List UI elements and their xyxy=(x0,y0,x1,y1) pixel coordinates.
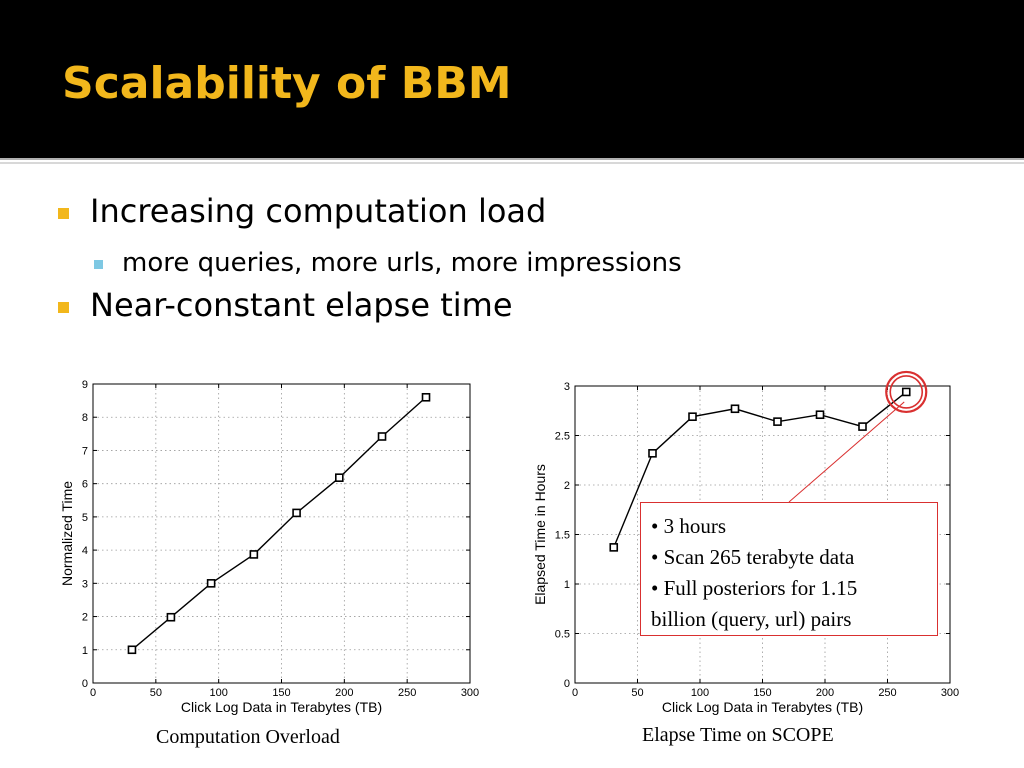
x-tick-label: 0 xyxy=(90,687,96,699)
annotation-connector xyxy=(788,401,905,503)
y-tick-label: 1 xyxy=(82,645,88,657)
x-tick-label: 250 xyxy=(398,687,416,699)
series-line xyxy=(613,391,907,548)
data-point-marker xyxy=(166,612,176,622)
data-point-marker xyxy=(127,645,137,655)
y-tick-label: 2 xyxy=(564,480,570,492)
annotation-box: • 3 hours • Scan 265 terabyte data • Ful… xyxy=(640,502,938,636)
x-tick-label: 250 xyxy=(878,687,896,699)
annotation-line: • Full posteriors for 1.15 xyxy=(651,576,858,600)
data-point-marker xyxy=(206,579,216,588)
x-tick-label: 300 xyxy=(461,687,479,699)
header-divider-light xyxy=(0,162,1024,164)
data-point-marker xyxy=(648,449,657,458)
chart-1: 0 50 100 150 200 250 300 0 1 2 3 4 5 6 7 8 9 Click Log Da… xyxy=(59,379,479,715)
x-axis-label: Click Log Data in Terabytes (TB) xyxy=(662,699,863,715)
y-tick-label: 6 xyxy=(82,479,88,491)
y-tick-label: 0.5 xyxy=(555,629,570,641)
data-point-marker xyxy=(858,422,867,431)
data-point-marker xyxy=(335,473,344,482)
data-point-marker xyxy=(292,508,301,518)
y-tick-label: 1.5 xyxy=(555,530,570,542)
chart-caption-right: Elapse Time on SCOPE xyxy=(642,724,834,746)
x-tick-label: 150 xyxy=(272,687,290,699)
y-tick-label: 0 xyxy=(564,678,570,690)
square-bullet-icon xyxy=(94,260,103,269)
x-tick-label: 100 xyxy=(209,687,227,699)
x-tick-label: 100 xyxy=(691,687,709,699)
square-bullet-icon xyxy=(58,208,69,219)
title-bar: Scalability of BBM xyxy=(0,0,1024,158)
x-tick-label: 200 xyxy=(816,687,834,699)
y-tick-label: 9 xyxy=(82,379,88,391)
chart-caption-left: Computation Overload xyxy=(156,726,340,748)
y-tick-label: 5 xyxy=(82,512,88,524)
bullet-text: Near-constant elapse time xyxy=(90,286,513,324)
bullet-text: Increasing computation load xyxy=(90,192,547,230)
x-tick-label: 0 xyxy=(572,687,578,699)
highlight-circle-outer xyxy=(885,370,928,414)
data-point-marker xyxy=(730,404,740,414)
y-tick-label: 3 xyxy=(82,578,88,590)
y-tick-label: 7 xyxy=(82,445,88,457)
data-point-marker xyxy=(901,387,911,397)
y-tick-label: 3 xyxy=(564,381,570,393)
data-point-marker xyxy=(377,432,387,441)
square-bullet-icon xyxy=(58,302,69,313)
series-line xyxy=(131,396,427,651)
x-tick-label: 50 xyxy=(631,687,643,699)
annotation-line: • 3 hours xyxy=(651,514,727,538)
highlight-circle-inner xyxy=(889,375,924,409)
slide-title: Scalability of BBM xyxy=(62,58,512,109)
data-point-marker xyxy=(421,392,431,402)
y-tick-label: 2.5 xyxy=(555,431,570,443)
y-tick-label: 2 xyxy=(82,612,88,624)
annotation-line: billion (query, url) pairs xyxy=(651,607,852,631)
x-tick-label: 200 xyxy=(335,687,353,699)
y-tick-label: 8 xyxy=(82,412,88,424)
x-tick-label: 300 xyxy=(941,687,959,699)
data-point-marker xyxy=(773,417,782,426)
x-axis-label: Click Log Data in Terabytes (TB) xyxy=(181,699,382,715)
data-point-marker xyxy=(609,543,619,552)
x-tick-label: 150 xyxy=(753,687,771,699)
y-tick-label: 0 xyxy=(82,678,88,690)
sub-bullet-text: more queries, more urls, more impression… xyxy=(122,248,682,278)
x-tick-label: 50 xyxy=(150,687,162,699)
y-tick-label: 1 xyxy=(564,579,570,591)
y-axis-label: Elapsed Time in Hours xyxy=(532,464,548,605)
annotation-line: • Scan 265 terabyte data xyxy=(651,545,855,569)
data-point-marker xyxy=(688,412,697,421)
y-tick-label: 4 xyxy=(82,545,88,557)
data-point-marker xyxy=(815,410,825,420)
data-point-marker xyxy=(249,550,259,559)
header-divider xyxy=(0,158,1024,160)
y-axis-label: Normalized Time xyxy=(59,481,75,586)
